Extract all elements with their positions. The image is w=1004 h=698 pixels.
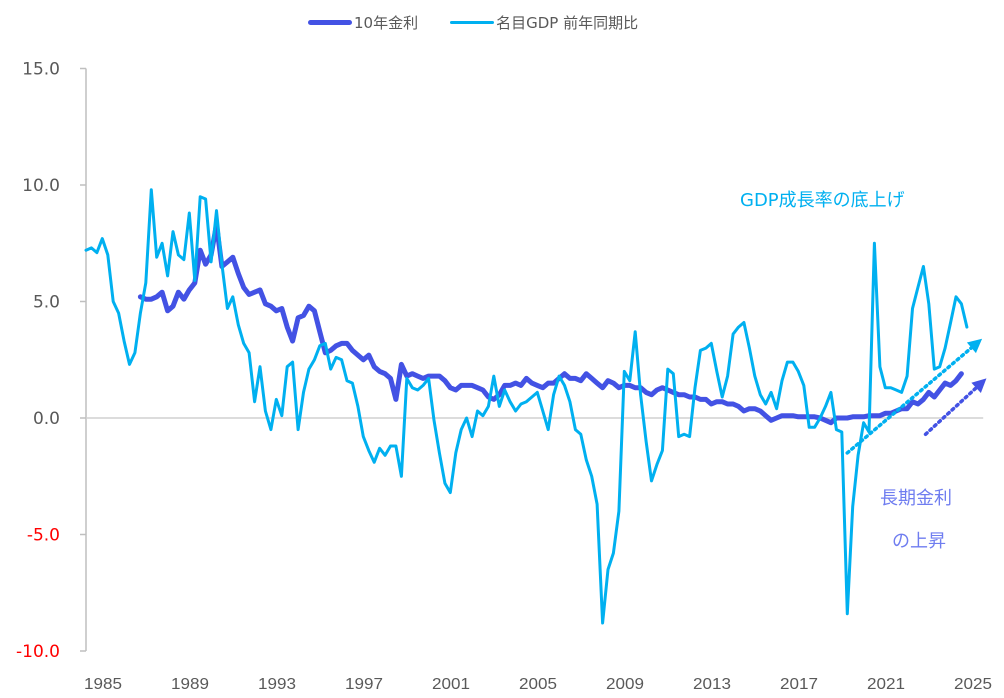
legend-item-10y-rate: 10年金利 bbox=[308, 12, 418, 33]
annotation-gdp-growth: GDP成長率の底上げ bbox=[740, 190, 905, 211]
x-tick-label: 2001 bbox=[432, 676, 470, 693]
legend-swatch-10y-rate bbox=[308, 20, 352, 25]
series-line-nominal-gdp bbox=[84, 188, 969, 625]
x-tick-label: 2005 bbox=[519, 676, 557, 693]
annotation-layer bbox=[845, 338, 987, 455]
x-tick-label: 1997 bbox=[345, 676, 383, 693]
y-tick-label: -5.0 bbox=[27, 526, 60, 546]
y-tick-label: 15.0 bbox=[22, 60, 60, 80]
y-tick-label: -10.0 bbox=[16, 642, 60, 662]
x-tick-label: 2017 bbox=[780, 676, 818, 693]
gdp-trend-arrow-line bbox=[845, 346, 974, 455]
x-tick-label: 2025 bbox=[954, 676, 992, 693]
annotation-rate-rise-line2: の上昇 bbox=[892, 531, 946, 552]
legend: 10年金利 名目GDP 前年同期比 bbox=[308, 12, 670, 33]
series-layer bbox=[84, 188, 969, 625]
rate-trend-arrow-line bbox=[923, 386, 978, 437]
x-tick-label: 2021 bbox=[867, 676, 905, 693]
gdp-trend-arrowhead-icon bbox=[966, 338, 983, 354]
x-tick-label: 1985 bbox=[84, 676, 122, 693]
y-tick-label: 5.0 bbox=[33, 293, 60, 313]
legend-label-nominal-gdp: 名目GDP 前年同期比 bbox=[496, 14, 639, 32]
x-tick-label: 2013 bbox=[693, 676, 731, 693]
tick-labels: 15.0 10.0 5.0 0.0 -5.0 -10.0 1985 1989 1993 1997 2… bbox=[16, 60, 992, 694]
y-tick-label: 10.0 bbox=[22, 176, 60, 196]
x-tick-label: 1989 bbox=[171, 676, 209, 693]
annotation-rate-rise-line1: 長期金利 bbox=[880, 488, 952, 509]
series-line-10y-rate bbox=[137, 222, 964, 426]
legend-swatch-nominal-gdp bbox=[450, 21, 495, 24]
x-tick-label: 1993 bbox=[258, 676, 296, 693]
legend-label-10y-rate: 10年金利 bbox=[354, 14, 419, 32]
y-tick-label: 0.0 bbox=[33, 409, 60, 429]
chart-axes bbox=[80, 67, 984, 652]
legend-item-nominal-gdp: 名目GDP 前年同期比 bbox=[450, 12, 638, 33]
x-tick-label: 2009 bbox=[606, 676, 644, 693]
rate-trend-arrowhead-icon bbox=[971, 378, 987, 394]
